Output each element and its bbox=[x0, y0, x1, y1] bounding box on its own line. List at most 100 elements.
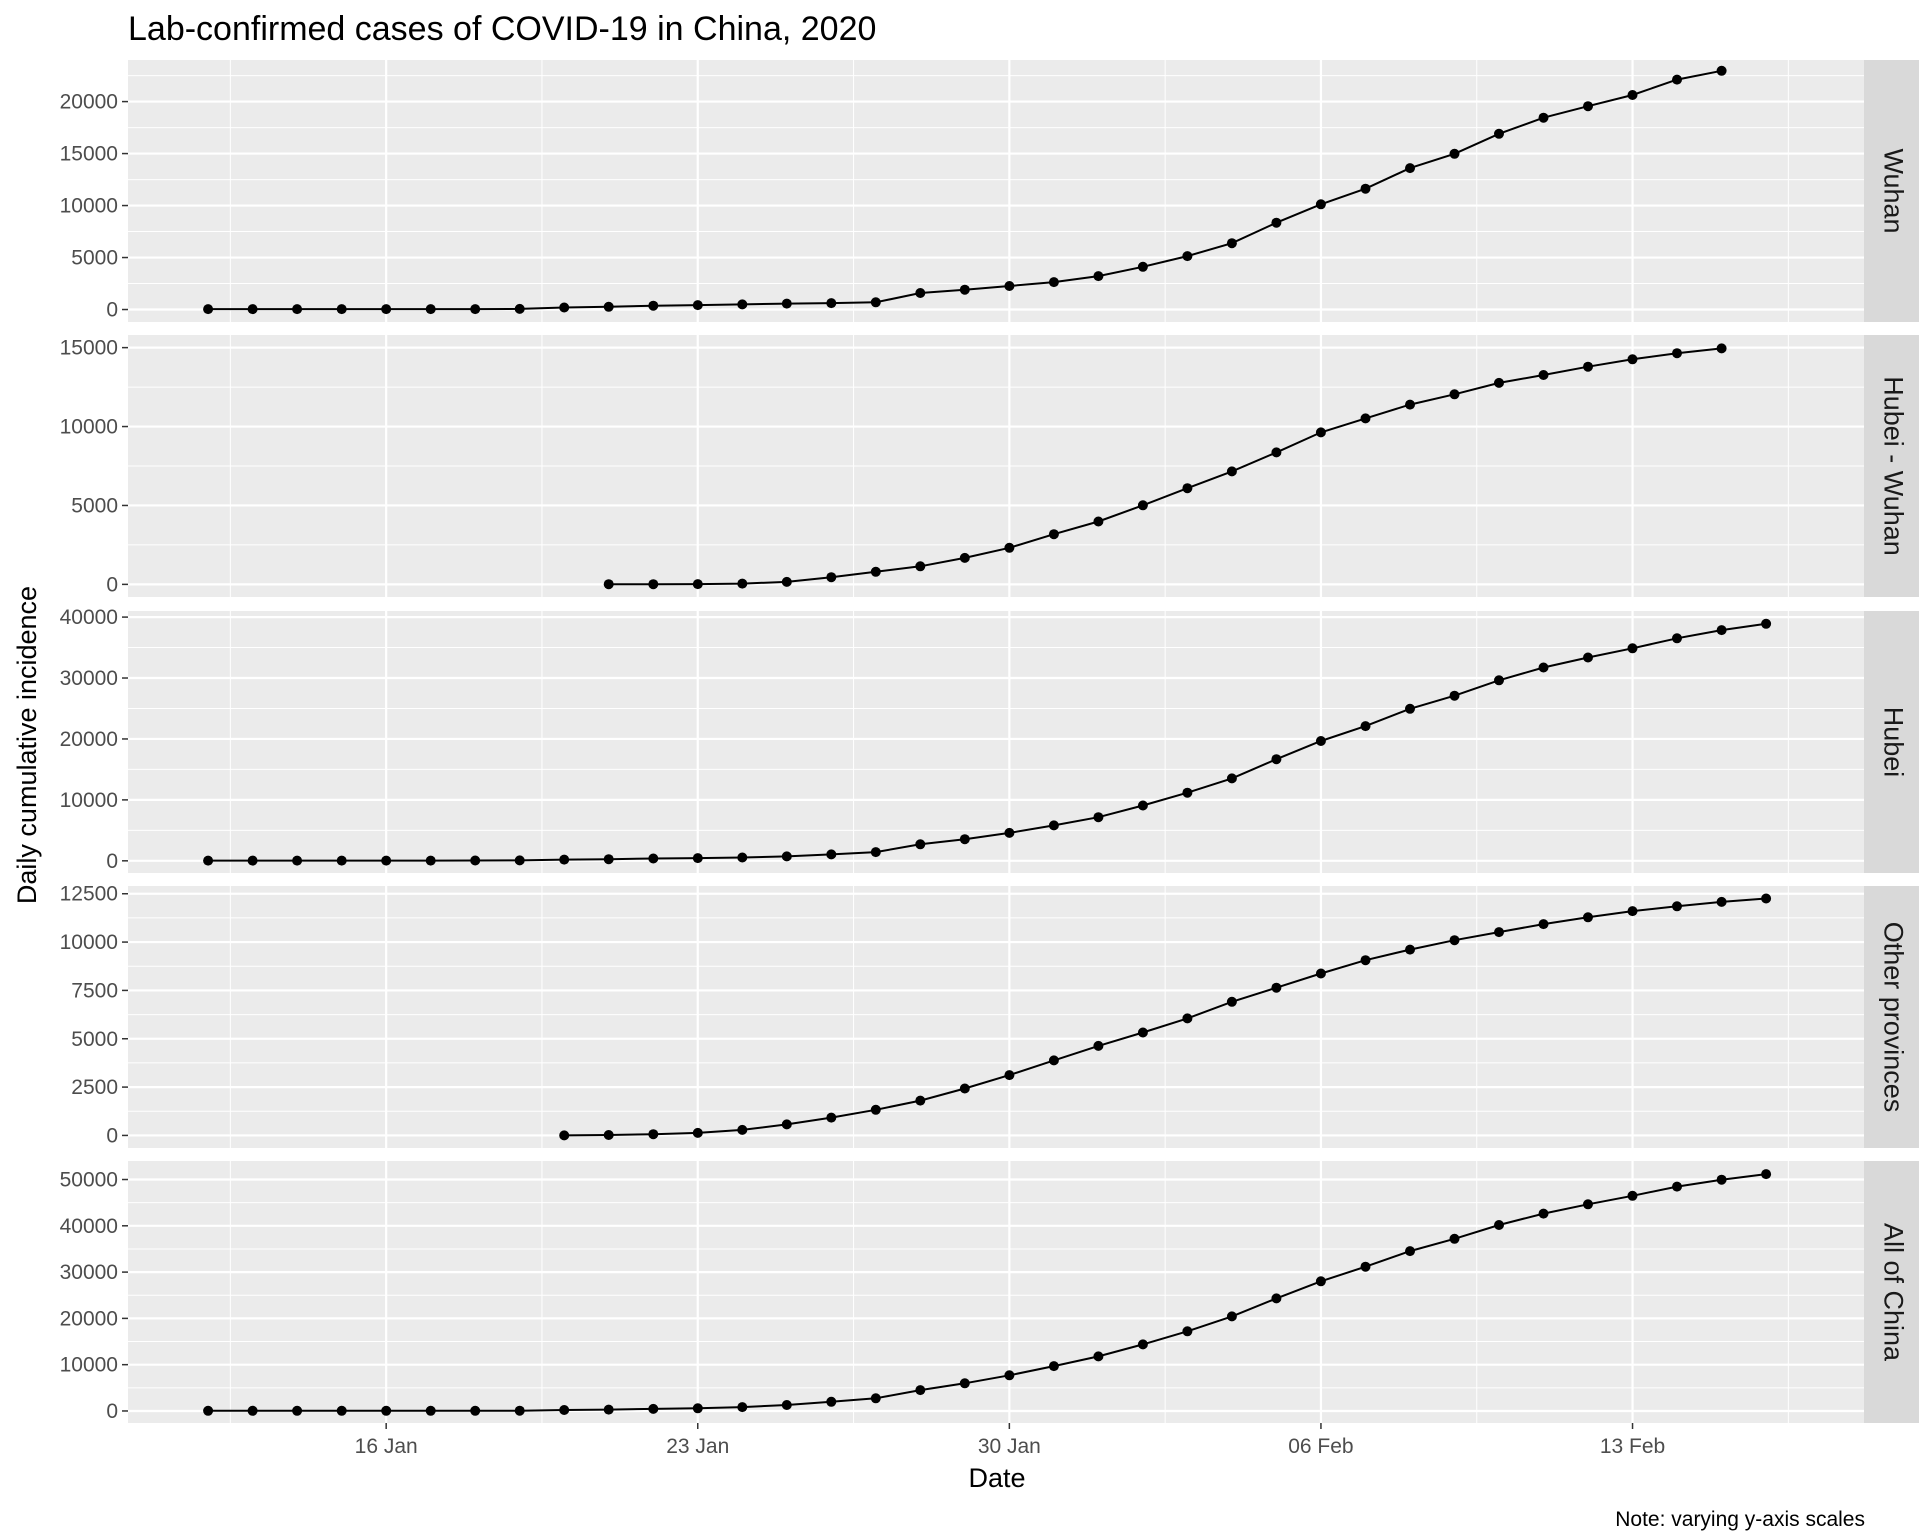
data-point bbox=[1360, 721, 1371, 732]
data-point bbox=[1627, 90, 1638, 100]
data-point bbox=[470, 855, 481, 866]
panel-background bbox=[128, 60, 1864, 322]
series-line bbox=[208, 1173, 1767, 1412]
data-point bbox=[870, 566, 881, 577]
data-point bbox=[959, 1378, 970, 1389]
data-point bbox=[381, 855, 392, 866]
data-point bbox=[692, 300, 703, 311]
data-point bbox=[1226, 1311, 1237, 1322]
data-point bbox=[425, 855, 436, 866]
data-point bbox=[826, 572, 837, 583]
data-point bbox=[915, 1095, 926, 1106]
data-point bbox=[1093, 1040, 1104, 1051]
data-point bbox=[1672, 633, 1682, 644]
y-tick-label: 5000 bbox=[71, 1028, 118, 1051]
data-point bbox=[915, 561, 926, 572]
facet-strip-label: All of China bbox=[1878, 1223, 1908, 1362]
data-point bbox=[1583, 912, 1593, 923]
data-point bbox=[781, 851, 792, 862]
data-point bbox=[603, 301, 614, 312]
data-point bbox=[1004, 281, 1015, 291]
facet-strip-label: Wuhan bbox=[1878, 148, 1908, 233]
y-tick-label: 5000 bbox=[71, 494, 118, 517]
data-point bbox=[648, 300, 659, 311]
data-point bbox=[514, 303, 525, 314]
x-tick-label: 06 Feb bbox=[1288, 1435, 1353, 1458]
data-point bbox=[336, 855, 347, 866]
y-tick-label: 15000 bbox=[60, 337, 118, 360]
data-point bbox=[292, 304, 303, 315]
y-tick-label: 15000 bbox=[60, 143, 118, 166]
data-point bbox=[1583, 652, 1593, 663]
data-point bbox=[1538, 662, 1549, 673]
y-tick-label: 12500 bbox=[60, 883, 118, 906]
facet-strip bbox=[1864, 60, 1919, 322]
x-tick-label: 13 Feb bbox=[1600, 1435, 1665, 1458]
data-point bbox=[336, 304, 347, 315]
data-point bbox=[470, 1405, 481, 1416]
data-point bbox=[1494, 927, 1504, 938]
data-point bbox=[1271, 754, 1282, 765]
data-point bbox=[737, 578, 748, 589]
data-point bbox=[1004, 827, 1015, 838]
data-point bbox=[1004, 1070, 1015, 1081]
data-point bbox=[514, 1405, 525, 1416]
data-point bbox=[1672, 1181, 1682, 1192]
data-point bbox=[1583, 361, 1593, 372]
data-point bbox=[1627, 354, 1638, 365]
data-point bbox=[1672, 74, 1682, 85]
data-point bbox=[603, 579, 614, 590]
panel-wuhan: 0 5000 10000 15000 20000 Wuhan bbox=[60, 60, 1919, 322]
data-point bbox=[1761, 893, 1772, 904]
y-tick-label: 10000 bbox=[60, 195, 118, 218]
data-point bbox=[959, 284, 970, 295]
y-tick-label: 0 bbox=[106, 850, 118, 873]
data-point bbox=[1137, 261, 1148, 272]
data-point bbox=[425, 304, 436, 315]
data-point bbox=[1271, 1293, 1282, 1304]
data-point bbox=[781, 298, 792, 309]
facet-strip bbox=[1864, 1161, 1919, 1423]
data-point bbox=[1405, 399, 1415, 410]
data-point bbox=[1226, 238, 1237, 249]
y-tick-label: 10000 bbox=[60, 1354, 118, 1377]
data-point bbox=[1182, 1326, 1193, 1337]
y-tick-label: 40000 bbox=[60, 1215, 118, 1238]
data-point bbox=[826, 298, 837, 309]
series-line bbox=[608, 347, 1722, 586]
data-point bbox=[692, 1403, 703, 1414]
data-point bbox=[1048, 529, 1059, 540]
data-point bbox=[1093, 516, 1104, 527]
data-point bbox=[1271, 982, 1282, 993]
data-point bbox=[959, 552, 970, 563]
y-tick-label: 50000 bbox=[60, 1169, 118, 1192]
facet-strip-label: Hubei - Wuhan bbox=[1878, 376, 1908, 556]
data-point bbox=[1405, 163, 1415, 174]
y-axis-title: Daily cumulative incidence bbox=[12, 586, 42, 904]
data-point bbox=[1137, 1027, 1148, 1038]
data-point bbox=[559, 1405, 570, 1415]
facet-strip-label: Other provinces bbox=[1878, 922, 1908, 1113]
y-tick-label: 20000 bbox=[60, 1307, 118, 1330]
data-point bbox=[559, 302, 570, 313]
data-point bbox=[1226, 466, 1237, 477]
facet-strip bbox=[1864, 886, 1919, 1148]
data-point bbox=[559, 1130, 570, 1141]
data-point bbox=[1137, 500, 1148, 511]
data-point bbox=[1004, 1370, 1015, 1381]
data-point bbox=[247, 304, 258, 315]
y-tick-label: 5000 bbox=[71, 247, 118, 270]
data-point bbox=[381, 304, 392, 315]
data-point bbox=[737, 852, 748, 863]
data-point bbox=[870, 1393, 881, 1404]
data-point bbox=[603, 1404, 614, 1415]
data-point bbox=[470, 304, 481, 315]
y-tick-label: 10000 bbox=[60, 416, 118, 439]
x-axis-title: Date bbox=[968, 1463, 1025, 1493]
data-point bbox=[1004, 542, 1015, 553]
panel-all-of-china: 0 10000 20000 30000 40000 50000 All of China bbox=[60, 1161, 1919, 1423]
data-point bbox=[959, 834, 970, 845]
data-point bbox=[1538, 919, 1549, 930]
y-tick-label: 30000 bbox=[60, 667, 118, 690]
data-point bbox=[1093, 812, 1104, 823]
